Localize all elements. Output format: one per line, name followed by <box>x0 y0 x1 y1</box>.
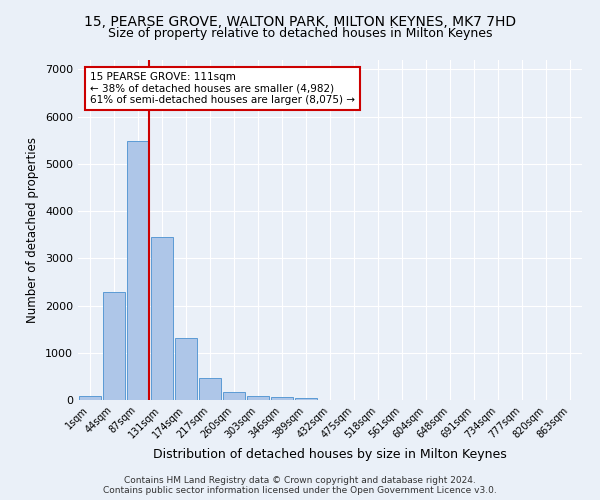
Bar <box>199 378 221 400</box>
Text: Size of property relative to detached houses in Milton Keynes: Size of property relative to detached ho… <box>108 28 492 40</box>
Bar <box>151 237 173 400</box>
Bar <box>271 398 293 400</box>
Text: 15, PEARSE GROVE, WALTON PARK, MILTON KEYNES, MK7 7HD: 15, PEARSE GROVE, WALTON PARK, MILTON KE… <box>84 15 516 29</box>
Bar <box>175 338 197 400</box>
Bar <box>247 396 269 400</box>
Bar <box>127 141 149 400</box>
Text: Contains HM Land Registry data © Crown copyright and database right 2024.
Contai: Contains HM Land Registry data © Crown c… <box>103 476 497 495</box>
X-axis label: Distribution of detached houses by size in Milton Keynes: Distribution of detached houses by size … <box>153 448 507 461</box>
Text: 15 PEARSE GROVE: 111sqm
← 38% of detached houses are smaller (4,982)
61% of semi: 15 PEARSE GROVE: 111sqm ← 38% of detache… <box>90 72 355 105</box>
Bar <box>295 398 317 400</box>
Y-axis label: Number of detached properties: Number of detached properties <box>26 137 40 323</box>
Bar <box>223 392 245 400</box>
Bar <box>103 292 125 400</box>
Bar <box>79 396 101 400</box>
